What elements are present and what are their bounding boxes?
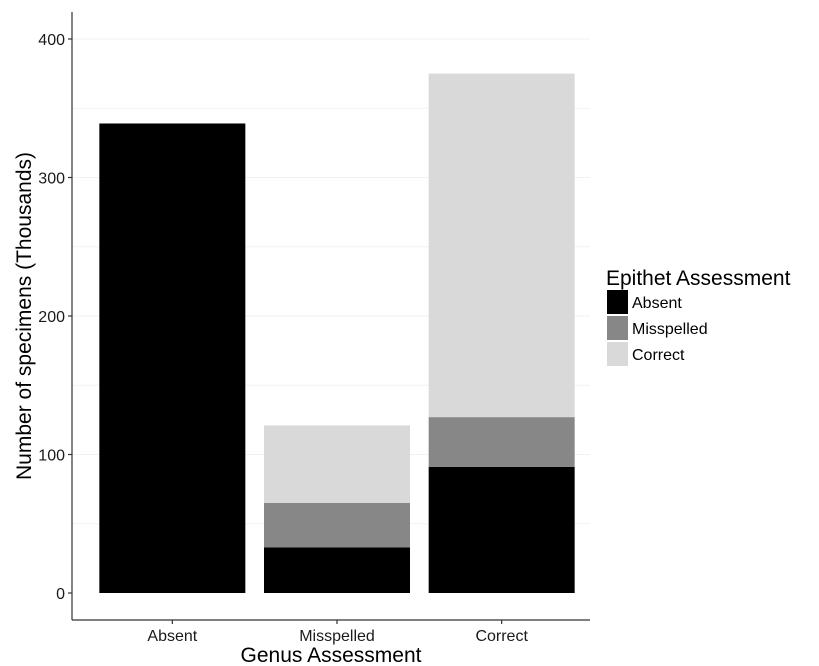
legend-label-absent: Absent xyxy=(632,295,682,312)
bar-correct-absent xyxy=(428,466,575,593)
legend-swatch-misspelled xyxy=(607,316,628,340)
x-tick-label: Misspelled xyxy=(299,628,375,645)
legend: Epithet Assessment Absent Misspelled Corre… xyxy=(606,267,791,366)
x-axis-title: Genus Assessment xyxy=(241,644,422,666)
bar-correct-correct xyxy=(428,73,575,418)
bar-absent-absent xyxy=(99,123,246,594)
bars xyxy=(99,73,575,594)
legend-title: Epithet Assessment xyxy=(606,267,791,290)
y-ticks: 0 100 200 300 400 xyxy=(38,32,72,603)
y-tick-label: 200 xyxy=(38,309,65,326)
legend-swatch-correct xyxy=(607,342,628,366)
y-axis-title: Number of specimens (Thousands) xyxy=(13,152,36,480)
x-tick-label: Correct xyxy=(475,628,528,645)
legend-label-correct: Correct xyxy=(632,347,685,364)
y-tick-label: 400 xyxy=(38,32,65,49)
bar-correct-misspelled xyxy=(428,417,575,467)
y-tick-label: 0 xyxy=(56,586,65,603)
x-tick-label: Absent xyxy=(147,628,197,645)
y-tick-label: 300 xyxy=(38,171,65,188)
legend-entries: Absent Misspelled Correct xyxy=(607,290,708,366)
x-ticks: Absent Misspelled Correct xyxy=(147,620,528,645)
legend-swatch-absent xyxy=(607,290,628,314)
bar-misspelled-absent xyxy=(264,547,410,593)
bar-misspelled-misspelled xyxy=(264,502,410,548)
legend-label-misspelled: Misspelled xyxy=(632,321,708,338)
y-tick-label: 100 xyxy=(38,448,65,465)
bar-misspelled-correct xyxy=(264,425,410,503)
